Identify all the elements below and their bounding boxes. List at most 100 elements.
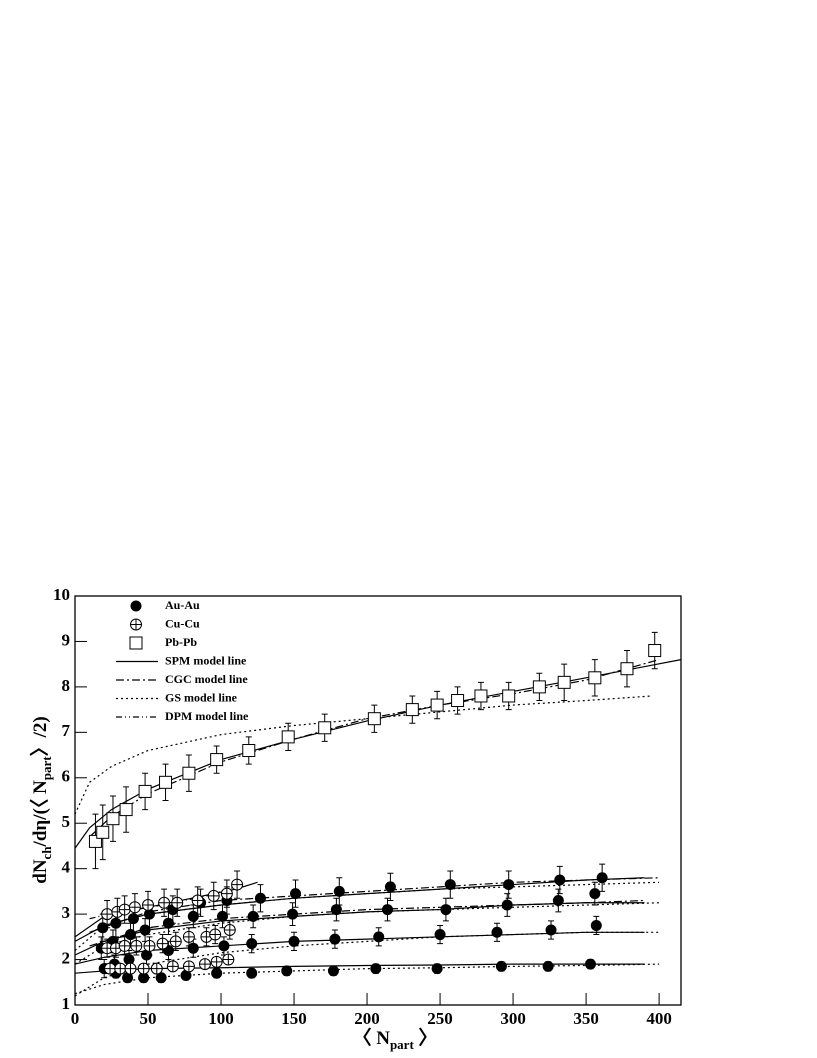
- marker: [207, 889, 220, 902]
- marker: [596, 872, 608, 884]
- y-tick-label: 6: [62, 767, 71, 786]
- x-tick-label: 100: [208, 1009, 234, 1028]
- subscript: ch: [39, 846, 54, 860]
- marker-cross: [224, 924, 236, 936]
- marker: [246, 967, 258, 979]
- marker-cross: [209, 929, 221, 941]
- marker: [187, 910, 199, 922]
- y-tick-label: 9: [62, 630, 71, 649]
- marker-cross: [143, 940, 155, 952]
- marker: [367, 712, 381, 726]
- marker: [532, 680, 546, 694]
- marker: [495, 960, 507, 972]
- legend-label: SPM model line: [165, 653, 247, 667]
- marker: [648, 644, 662, 658]
- marker: [588, 671, 602, 685]
- marker: [158, 896, 171, 909]
- marker: [114, 962, 127, 975]
- marker: [97, 922, 109, 934]
- marker: [162, 917, 174, 929]
- marker-cross: [171, 897, 183, 909]
- model-curve: [74, 659, 682, 849]
- x-tick-label: 50: [140, 1009, 157, 1028]
- marker: [557, 675, 571, 689]
- marker-cross: [208, 890, 220, 902]
- marker: [218, 940, 230, 952]
- marker: [187, 942, 199, 954]
- marker: [171, 896, 184, 909]
- marker: [329, 933, 341, 945]
- marker-cross: [124, 963, 136, 975]
- marker-cross: [130, 619, 142, 630]
- label-part: dN: [30, 859, 51, 884]
- marker-cross: [183, 960, 195, 972]
- marker: [444, 879, 456, 891]
- legend-marker: [129, 636, 143, 650]
- legend-marker: [130, 618, 142, 631]
- marker-cross: [114, 963, 126, 975]
- marker: [333, 885, 345, 897]
- marker-cross: [130, 940, 142, 952]
- marker: [169, 935, 182, 948]
- marker: [119, 803, 133, 817]
- legend-label: CGC model line: [165, 672, 248, 686]
- marker-cross: [119, 904, 131, 916]
- marker: [139, 924, 151, 936]
- marker: [231, 878, 244, 891]
- marker: [110, 917, 122, 929]
- marker-cross: [199, 958, 211, 970]
- x-tick-label: 250: [427, 1009, 453, 1028]
- marker-cross: [104, 963, 116, 975]
- marker: [501, 899, 513, 911]
- y-axis-title: dNch/dη/(〈 Npart〉/2): [28, 716, 54, 883]
- marker: [104, 962, 117, 975]
- marker: [254, 892, 266, 904]
- marker-cross: [222, 954, 234, 966]
- marker: [222, 953, 235, 966]
- marker: [138, 972, 150, 984]
- marker: [491, 926, 503, 938]
- label-part: 〈 N: [352, 1026, 390, 1049]
- marker: [474, 689, 488, 703]
- marker: [554, 874, 566, 886]
- marker: [287, 908, 299, 920]
- model-curve: [74, 881, 660, 951]
- model-curve: [89, 659, 660, 838]
- marker: [156, 937, 169, 950]
- marker: [620, 662, 634, 676]
- label-part: 〉: [414, 1026, 438, 1049]
- marker: [128, 901, 141, 914]
- marker: [589, 888, 601, 900]
- marker-cross: [183, 931, 195, 943]
- marker-cross: [138, 963, 150, 975]
- marker-cross: [129, 901, 141, 913]
- marker: [373, 931, 385, 943]
- marker-cross: [119, 940, 131, 952]
- marker: [124, 962, 137, 975]
- subscript: part: [390, 1037, 415, 1052]
- marker: [384, 881, 396, 893]
- marker: [430, 698, 444, 712]
- marker: [440, 904, 452, 916]
- marker: [137, 962, 150, 975]
- plot-frame: [74, 595, 682, 1006]
- marker: [142, 899, 155, 912]
- marker: [124, 929, 136, 941]
- marker: [330, 904, 342, 916]
- marker: [191, 894, 204, 907]
- marker: [542, 960, 554, 972]
- marker: [223, 924, 236, 937]
- marker: [138, 784, 152, 798]
- marker: [118, 939, 131, 952]
- marker-cross: [221, 888, 233, 900]
- marker: [209, 928, 222, 941]
- legend-label: DPM model line: [165, 709, 249, 723]
- x-tick-label: 400: [646, 1009, 672, 1028]
- marker: [123, 954, 135, 966]
- marker: [150, 962, 163, 975]
- marker-cross: [157, 938, 169, 950]
- marker: [370, 963, 382, 975]
- y-tick-label: 5: [62, 812, 71, 831]
- marker: [220, 887, 233, 900]
- marker: [590, 919, 602, 931]
